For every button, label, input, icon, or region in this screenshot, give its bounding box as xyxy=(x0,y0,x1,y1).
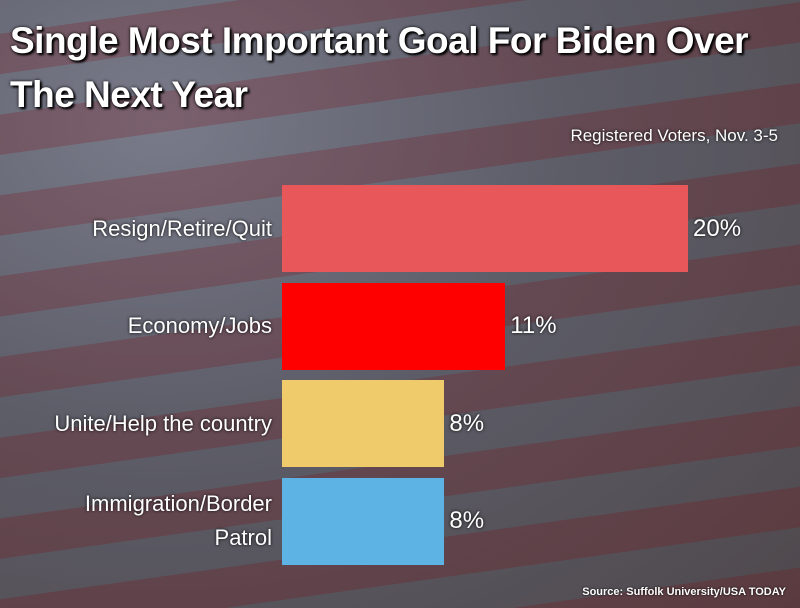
value-label: 8% xyxy=(449,409,485,437)
bar xyxy=(282,282,506,370)
bar xyxy=(282,185,688,272)
category-label: Unite/Help the country xyxy=(54,410,272,436)
chart-subtitle: Registered Voters, Nov. 3-5 xyxy=(570,126,778,145)
category-label: Immigration/Border Patrol xyxy=(84,491,272,550)
value-label: 8% xyxy=(449,507,485,534)
source: Source: Suffolk University/USA TODAY xyxy=(582,586,786,598)
chart-title: Single Most Important Goal For Biden Ove… xyxy=(10,20,749,115)
bar xyxy=(282,477,445,565)
value-label: 20% xyxy=(693,214,742,242)
value-label: 11% xyxy=(510,312,557,339)
bar xyxy=(282,380,445,467)
category-label: Economy/Jobs xyxy=(127,313,272,338)
category-label: Resign/Retire/Quit xyxy=(92,215,272,241)
